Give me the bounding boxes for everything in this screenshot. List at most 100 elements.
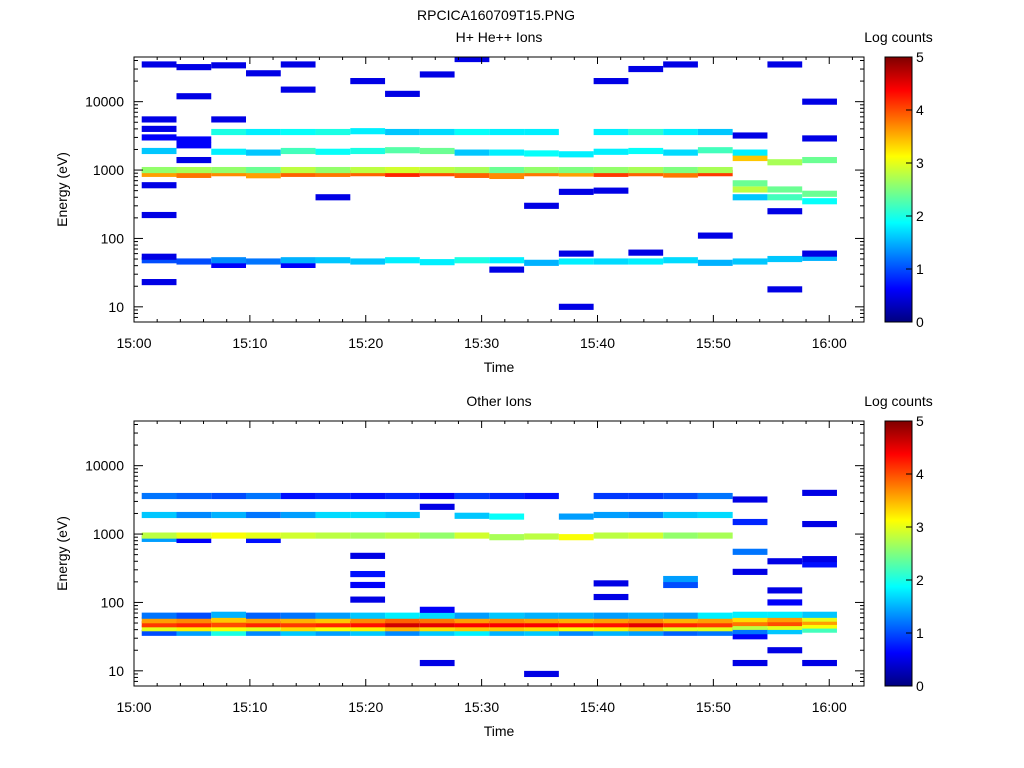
heatmap-cell: [419, 492, 455, 500]
heatmap-cell: [350, 621, 386, 628]
heatmap-cell: [176, 142, 212, 149]
heatmap-cell: [350, 128, 386, 135]
heatmap-cell: [663, 629, 698, 636]
heatmap-cell: [246, 149, 281, 156]
heatmap-cell: [350, 552, 386, 559]
heatmap-cell: [246, 492, 281, 500]
heatmap-cell: [176, 258, 212, 265]
heatmap-cell: [385, 612, 420, 619]
heatmap-cell: [697, 621, 733, 628]
heatmap-cell: [767, 619, 803, 627]
heatmap-cell: [315, 629, 351, 636]
heatmap-cell: [385, 90, 420, 97]
heatmap-cell: [489, 513, 525, 520]
heatmap-cell: [732, 628, 768, 635]
heatmap-cell: [524, 617, 559, 624]
heatmap-cell: [524, 629, 559, 636]
heatmap-cell: [697, 511, 733, 519]
heatmap-cell: [802, 626, 837, 633]
heatmap-cell: [385, 617, 420, 624]
heatmap-cell: [280, 61, 316, 68]
heatmap-cell: [524, 259, 559, 266]
heatmap-cell: [246, 612, 281, 619]
heatmap-cell: [176, 536, 212, 544]
heatmap-cell: [141, 621, 177, 628]
heatmap-cell: [176, 136, 212, 143]
heatmap-cell: [211, 511, 247, 519]
panel-title: Other Ions: [466, 393, 531, 409]
heatmap-cell: [315, 194, 351, 201]
heatmap-cell: [767, 286, 803, 293]
heatmap-cell: [697, 532, 733, 539]
heatmap-cell: [802, 98, 837, 105]
colorbar-tick-label: 3: [916, 155, 924, 171]
heatmap-cell: [558, 258, 594, 265]
heatmap-cell: [732, 659, 768, 667]
heatmap-cell: [211, 148, 247, 155]
x-tick-label: 15:50: [696, 335, 731, 351]
heatmap-cell: [141, 279, 177, 286]
heatmap-cell: [141, 116, 177, 123]
colorbar: [884, 420, 913, 687]
heatmap-cell: [454, 621, 490, 628]
heatmap-cell: [141, 511, 177, 519]
heatmap-cell: [315, 148, 351, 155]
x-tick-label: 15:10: [232, 335, 267, 351]
heatmap-cell: [489, 629, 525, 636]
heatmap-cell: [593, 621, 629, 628]
heatmap-cell: [385, 621, 420, 628]
heatmap-cell: [663, 61, 698, 68]
colorbar-tick-label: 1: [916, 625, 924, 641]
heatmap-cell: [767, 628, 803, 635]
heatmap-cell: [524, 621, 559, 628]
heatmap-cell: [280, 532, 316, 539]
heatmap-cell: [524, 128, 559, 136]
heatmap-cell: [663, 621, 698, 628]
heatmap-cell: [246, 625, 281, 632]
heatmap-cell: [246, 70, 281, 77]
heatmap-cell: [558, 612, 594, 619]
heatmap-cell: [211, 492, 247, 500]
colorbar-tick-label: 4: [916, 466, 924, 482]
heatmap-cell: [280, 128, 316, 136]
heatmap-cell: [489, 612, 525, 619]
plot-frame: [133, 56, 865, 323]
heatmap-cell: [628, 147, 664, 155]
heatmap-cell: [419, 612, 455, 619]
heatmap-cell: [663, 612, 698, 619]
heatmap-cell: [211, 62, 247, 69]
y-tick-label: 10000: [85, 94, 124, 110]
heatmap-cell: [663, 166, 698, 174]
heatmap-cell: [141, 535, 177, 542]
heatmap-cell: [315, 612, 351, 619]
heatmap-cell: [141, 134, 177, 141]
heatmap-cell: [663, 532, 698, 539]
heatmap-cell: [454, 625, 490, 632]
heatmap-cell: [697, 492, 733, 500]
heatmap-cell: [176, 511, 212, 519]
heatmap-cell: [558, 621, 594, 628]
heatmap-cell: [732, 568, 768, 575]
heatmap-cell: [558, 617, 594, 624]
heatmap-cell: [246, 511, 281, 519]
heatmap-cell: [211, 611, 247, 618]
heatmap-cell: [419, 71, 455, 78]
heatmap-cell: [176, 166, 212, 174]
heatmap-cell: [628, 617, 664, 624]
x-tick-label: 15:20: [348, 335, 383, 351]
heatmap-cell: [732, 154, 768, 162]
heatmap-cell: [211, 621, 247, 628]
heatmap-cell: [385, 492, 420, 500]
heatmap-cell: [767, 255, 803, 263]
heatmap-cell: [489, 128, 525, 136]
colorbar-tick-label: 2: [916, 208, 924, 224]
heatmap-cell: [385, 257, 420, 264]
heatmap-cell: [419, 166, 455, 174]
heatmap-cell: [454, 57, 490, 63]
heatmap-cell: [802, 135, 837, 142]
heatmap-cell: [246, 128, 281, 136]
heatmap-cell: [454, 617, 490, 624]
heatmap-cell: [489, 172, 525, 180]
heatmap-cell: [385, 170, 420, 177]
heatmap-cell: [419, 128, 455, 136]
